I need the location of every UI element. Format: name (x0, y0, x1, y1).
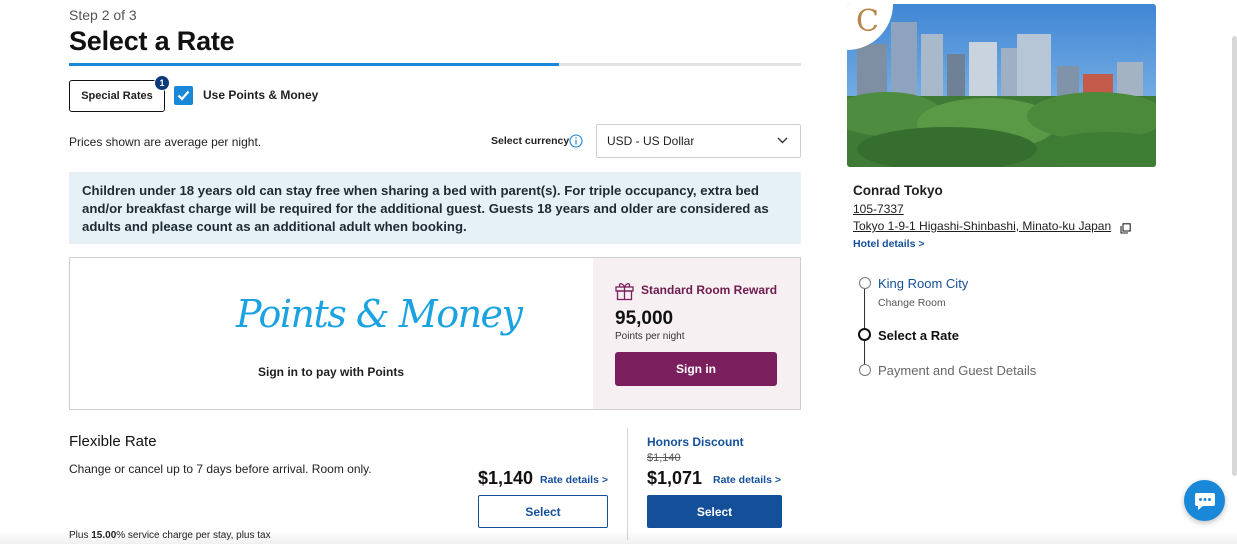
step-indicator: Step 2 of 3 (69, 7, 137, 23)
points-money-checkbox[interactable] (174, 86, 193, 105)
honors-price: $1,071 (647, 468, 703, 488)
select-honors-label: Select (696, 504, 733, 519)
service-note-prefix: Plus (69, 530, 92, 541)
points-money-label[interactable]: Use Points & Money (203, 88, 319, 102)
hotel-image: C (847, 4, 1156, 167)
step-payment-label: Payment and Guest Details (878, 363, 1037, 378)
standard-price: $1,140 (478, 468, 534, 488)
reward-title: Standard Room Reward (641, 283, 778, 297)
change-room-link[interactable]: Change Room (878, 297, 946, 309)
special-rates-button[interactable]: Special Rates (69, 80, 165, 112)
flexible-rate-title: Flexible Rate (69, 433, 157, 450)
scrollbar[interactable] (1232, 36, 1237, 476)
points-per-night: Points per night (615, 331, 685, 342)
currency-label: Select currency (491, 135, 570, 147)
currency-select[interactable]: USD - US Dollar (596, 124, 801, 158)
step-dot-rate (858, 328, 871, 341)
chat-button[interactable] (1184, 480, 1225, 521)
select-honors-button[interactable]: Select (647, 495, 782, 528)
stepper-line (864, 289, 865, 366)
special-rates-label: Special Rates (81, 90, 153, 102)
external-link-icon[interactable] (1120, 221, 1131, 234)
step-room-label[interactable]: King Room City (878, 276, 969, 291)
select-standard-button[interactable]: Select (478, 495, 608, 528)
original-price: $1,140 (647, 452, 681, 464)
service-note-pct: 15.00 (91, 530, 117, 541)
service-note-suffix: % service charge per stay, plus tax (116, 530, 271, 541)
chat-icon (1194, 492, 1215, 510)
step-dot-payment (859, 364, 871, 376)
points-money-card (69, 257, 801, 410)
service-charge-note: Plus 15.00% service charge per stay, plu… (69, 530, 271, 541)
sign-in-label: Sign in (676, 362, 716, 376)
rate-details-link[interactable]: Rate details > (540, 474, 608, 486)
select-label: Select (525, 504, 561, 519)
hotel-phone[interactable]: 105-7337 (853, 202, 904, 216)
special-rates-count-badge: 1 (154, 75, 170, 91)
honors-rate-details-link[interactable]: Rate details > (713, 474, 781, 486)
occupancy-notice: Children under 18 years old can stay fre… (69, 172, 801, 244)
gift-icon (614, 280, 635, 301)
checkmark-icon (177, 90, 190, 101)
step-dot-room (859, 277, 871, 289)
currency-value: USD - US Dollar (607, 134, 695, 148)
honors-discount-title: Honors Discount (647, 435, 744, 449)
step-rate-label: Select a Rate (878, 328, 959, 343)
prices-note: Prices shown are average per night. (69, 135, 262, 149)
hotel-details-link[interactable]: Hotel details > (853, 238, 925, 250)
points-money-subtitle: Sign in to pay with Points (258, 365, 404, 379)
hotel-name: Conrad Tokyo (853, 183, 943, 198)
points-money-logo: Points & Money (236, 292, 523, 336)
progress-fill (69, 63, 559, 66)
divider (627, 428, 628, 540)
info-icon[interactable] (569, 134, 583, 148)
chevron-down-icon (777, 137, 788, 144)
conrad-logo: C (856, 4, 879, 39)
sign-in-button[interactable]: Sign in (615, 352, 777, 386)
points-value: 95,000 (615, 308, 674, 329)
flexible-rate-description: Change or cancel up to 7 days before arr… (69, 462, 372, 476)
hotel-address[interactable]: Tokyo 1-9-1 Higashi-Shinbashi, Minato-ku… (853, 219, 1112, 233)
page-title: Select a Rate (69, 26, 235, 56)
